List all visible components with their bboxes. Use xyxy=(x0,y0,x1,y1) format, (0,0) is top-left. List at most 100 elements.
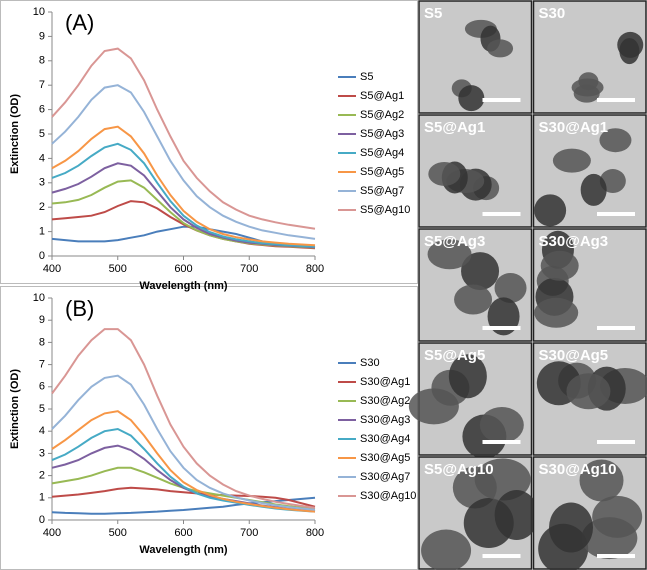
particle xyxy=(599,128,632,153)
legend-label: S30@Ag3 xyxy=(360,414,410,426)
y-tick-label: 3 xyxy=(39,177,45,189)
y-tick-label: 2 xyxy=(39,201,45,213)
particle xyxy=(494,272,527,303)
tem-label: S30@Ag5 xyxy=(539,347,609,364)
y-tick-label: 5 xyxy=(39,128,45,140)
legend-label: S5@Ag1 xyxy=(360,90,404,102)
tem-label: S5@Ag5 xyxy=(424,347,485,364)
y-tick-label: 9 xyxy=(39,30,45,42)
legend-label: S30@Ag1 xyxy=(360,376,410,388)
particle xyxy=(580,173,607,206)
series-line xyxy=(51,125,316,247)
x-tick-label: 600 xyxy=(174,263,192,275)
particle xyxy=(487,39,514,58)
legend-label: S30 xyxy=(360,357,380,369)
panel-frame xyxy=(0,0,418,284)
y-axis-label: Extinction (OD) xyxy=(9,369,21,449)
y-tick-label: 8 xyxy=(39,336,45,348)
particle xyxy=(573,84,600,103)
y-tick-label: 1 xyxy=(39,226,45,238)
particle xyxy=(549,502,594,553)
y-tick-label: 1 xyxy=(39,492,45,504)
legend-label: S5@Ag2 xyxy=(360,109,404,121)
x-tick-label: 800 xyxy=(306,263,324,275)
y-axis-label: Extinction (OD) xyxy=(9,94,21,174)
legend-label: S5@Ag3 xyxy=(360,128,404,140)
particle xyxy=(534,194,567,227)
particle xyxy=(540,250,579,281)
particle xyxy=(427,239,472,270)
legend-label: S30@Ag7 xyxy=(360,471,410,483)
legend-label: S5@Ag7 xyxy=(360,185,404,197)
x-tick-label: 500 xyxy=(109,263,127,275)
y-tick-label: 7 xyxy=(39,79,45,91)
series-line xyxy=(51,486,316,508)
particle xyxy=(552,148,591,173)
y-tick-label: 8 xyxy=(39,55,45,67)
tem-label: S5@Ag10 xyxy=(424,461,494,478)
legend-label: S30@Ag2 xyxy=(360,395,410,407)
tem-label: S5@Ag3 xyxy=(424,233,485,250)
legend-label: S5@Ag10 xyxy=(360,204,410,216)
legend-label: S30@Ag10 xyxy=(360,490,416,502)
tem-label: S30@Ag3 xyxy=(539,233,609,250)
tem-label: S30 xyxy=(539,5,566,22)
particle xyxy=(487,297,520,336)
series-line xyxy=(51,410,316,513)
tem-label: S5@Ag1 xyxy=(424,119,485,136)
panel-label: (B) xyxy=(65,296,94,321)
panel-label: (A) xyxy=(65,10,94,35)
y-tick-label: 4 xyxy=(39,152,45,164)
particle xyxy=(619,38,640,65)
legend-label: S5@Ag5 xyxy=(360,166,404,178)
particle xyxy=(458,85,485,112)
legend-label: S5 xyxy=(360,71,373,83)
series-line xyxy=(51,142,316,248)
x-tick-label: 600 xyxy=(174,527,192,539)
particle xyxy=(448,354,487,399)
particle xyxy=(566,373,611,410)
y-tick-label: 0 xyxy=(39,250,45,262)
x-tick-label: 700 xyxy=(240,527,258,539)
y-tick-label: 6 xyxy=(39,104,45,116)
y-tick-label: 7 xyxy=(39,359,45,371)
y-tick-label: 2 xyxy=(39,470,45,482)
y-tick-label: 3 xyxy=(39,447,45,459)
legend-label: S30@Ag5 xyxy=(360,452,410,464)
particle xyxy=(454,284,493,315)
x-tick-label: 400 xyxy=(43,263,61,275)
particle xyxy=(579,459,624,502)
series-line xyxy=(51,374,316,511)
particle xyxy=(494,490,539,541)
x-axis-label: Wavelength (nm) xyxy=(139,280,228,292)
legend-label: S30@Ag4 xyxy=(360,433,410,445)
particle xyxy=(428,161,461,186)
x-tick-label: 400 xyxy=(43,527,61,539)
legend-label: S5@Ag4 xyxy=(360,147,404,159)
tem-label: S30@Ag10 xyxy=(539,461,617,478)
particle xyxy=(479,407,524,444)
y-tick-label: 4 xyxy=(39,425,45,437)
tem-label: S30@Ag1 xyxy=(539,119,609,136)
particle xyxy=(474,458,531,501)
series-line xyxy=(51,328,316,509)
y-tick-label: 0 xyxy=(39,514,45,526)
particle xyxy=(534,297,579,328)
particle xyxy=(461,252,500,291)
series-line xyxy=(51,84,316,240)
tem-label: S5 xyxy=(424,5,442,22)
x-tick-label: 500 xyxy=(109,527,127,539)
particle xyxy=(408,388,459,425)
x-tick-label: 800 xyxy=(306,527,324,539)
particle xyxy=(421,529,472,570)
y-tick-label: 6 xyxy=(39,381,45,393)
x-axis-label: Wavelength (nm) xyxy=(139,544,228,556)
y-tick-label: 10 xyxy=(33,292,45,304)
y-tick-label: 9 xyxy=(39,314,45,326)
x-tick-label: 700 xyxy=(240,263,258,275)
series-line xyxy=(51,47,316,230)
y-tick-label: 10 xyxy=(33,6,45,18)
particle xyxy=(592,495,643,538)
y-tick-label: 5 xyxy=(39,403,45,415)
